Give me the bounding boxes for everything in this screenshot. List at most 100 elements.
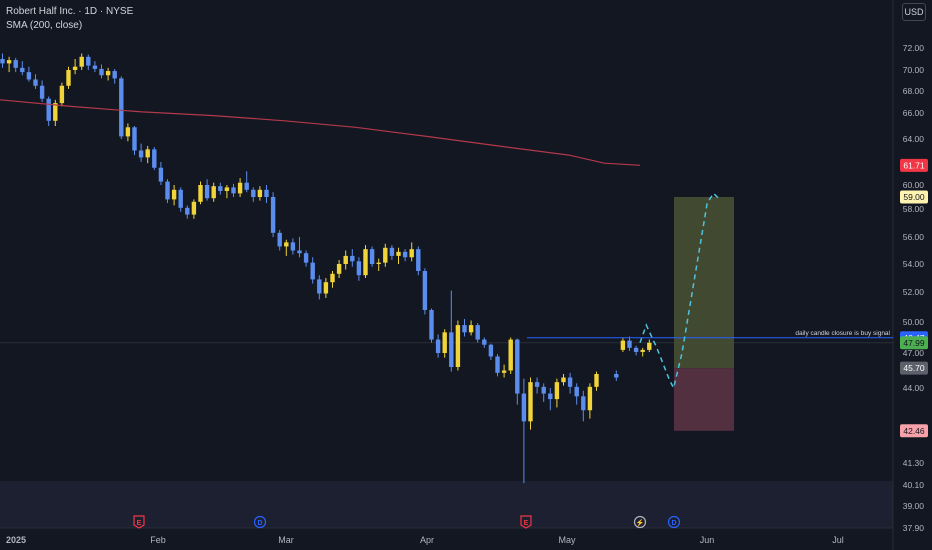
candle-body <box>224 187 230 191</box>
candle-body <box>468 325 474 333</box>
candle-body <box>92 65 98 69</box>
candle-body <box>284 242 289 247</box>
candle-body <box>435 339 441 353</box>
candle-body <box>158 167 164 182</box>
candle-body <box>336 264 342 274</box>
candle-body <box>171 189 177 200</box>
event-marker-label: D <box>257 520 262 527</box>
candle-body <box>244 182 249 190</box>
candle-body <box>66 70 71 86</box>
time-tick-label: Mar <box>278 535 294 545</box>
price-tick-label: 58.00 <box>903 204 925 214</box>
candle-body <box>501 370 507 373</box>
candle-body <box>363 249 368 276</box>
candle-body <box>317 279 322 294</box>
candle-body <box>515 339 520 394</box>
candle-body <box>343 255 348 264</box>
candle-body <box>297 250 302 254</box>
price-label-tag <box>900 336 928 350</box>
price-tick-label: 72.00 <box>903 43 925 53</box>
price-tick-label: 50.00 <box>903 317 925 327</box>
candle-body <box>152 149 157 168</box>
candle-body <box>145 149 150 158</box>
candle-body <box>541 386 546 394</box>
candle-body <box>369 249 375 264</box>
price-tick-label: 40.10 <box>903 480 925 490</box>
candle-body <box>567 377 573 387</box>
candle-body <box>277 232 282 247</box>
chart-legend: Robert Half Inc. · 1D · NYSE SMA (200, c… <box>6 5 133 33</box>
candle-body <box>290 242 296 251</box>
price-tick-label: 66.00 <box>903 108 925 118</box>
candle-body <box>257 189 263 197</box>
candle-body <box>402 251 408 258</box>
candle-body <box>548 393 553 400</box>
projection-path <box>639 192 721 391</box>
event-marker-label: E <box>524 520 529 527</box>
candle-body <box>495 356 500 373</box>
candle-body <box>581 396 586 411</box>
candle-body <box>640 349 645 352</box>
candle-body <box>449 332 454 367</box>
currency-button[interactable]: USD <box>902 3 926 21</box>
split-icon <box>633 515 647 529</box>
earnings-icon <box>133 515 145 529</box>
price-tick-label: 52.00 <box>903 287 925 297</box>
price-tick-label: 44.00 <box>903 383 925 393</box>
price-label-text: 42.46 <box>903 426 925 436</box>
candle-body <box>521 393 527 422</box>
candle-body <box>191 201 197 215</box>
price-tick-label: 47.00 <box>903 348 925 358</box>
candle-body <box>356 261 362 276</box>
dividend-icon <box>667 515 681 529</box>
price-label-text: 59.00 <box>903 192 925 202</box>
candle-body <box>251 189 256 197</box>
candle-body <box>86 56 91 66</box>
candle-body <box>534 382 540 387</box>
candle-body <box>303 253 309 263</box>
volume-band <box>0 481 893 528</box>
candle-body <box>125 127 131 137</box>
price-tick-label: 37.90 <box>903 523 925 533</box>
signal-label: daily candle closure is buy signal <box>795 330 890 337</box>
candle-body <box>185 207 190 215</box>
candle-body <box>178 189 183 208</box>
candle-body <box>33 79 38 86</box>
candle-body <box>554 382 560 400</box>
candle-body <box>0 59 5 64</box>
candle-body <box>59 85 65 104</box>
candle-body <box>72 66 78 70</box>
candle-body <box>647 342 652 350</box>
indicator-label: SMA (200, close) <box>6 20 83 31</box>
time-tick-label: Jul <box>832 535 844 545</box>
candle-body <box>508 339 513 371</box>
price-label-tag <box>900 158 928 172</box>
candle-body <box>39 85 45 99</box>
candle-body <box>112 71 117 79</box>
candle-body <box>442 332 447 353</box>
candle-body <box>416 249 421 271</box>
candle-body <box>396 251 401 256</box>
candle-body <box>330 273 335 283</box>
price-tick-label: 70.00 <box>903 65 925 75</box>
price-tick-label: 54.00 <box>903 259 925 269</box>
time-tick-label: 2025 <box>6 535 26 545</box>
symbol-title: Robert Half Inc. · 1D · NYSE <box>6 6 134 17</box>
price-label-tag <box>900 424 928 438</box>
price-tick-label: 68.00 <box>903 86 925 96</box>
candle-body <box>46 98 51 121</box>
price-label-tag <box>900 190 928 204</box>
candle-body <box>138 150 144 158</box>
price-tick-label: 56.00 <box>903 232 925 242</box>
time-tick-label: Jun <box>700 535 715 545</box>
candle-body <box>237 182 243 194</box>
candle-body <box>105 71 111 76</box>
candle-body <box>488 344 494 357</box>
candle-body <box>389 247 395 256</box>
earnings-icon <box>520 515 532 529</box>
time-tick-label: May <box>558 535 576 545</box>
candle-body <box>26 72 32 80</box>
candle-body <box>475 325 480 340</box>
candle-body <box>350 255 355 262</box>
